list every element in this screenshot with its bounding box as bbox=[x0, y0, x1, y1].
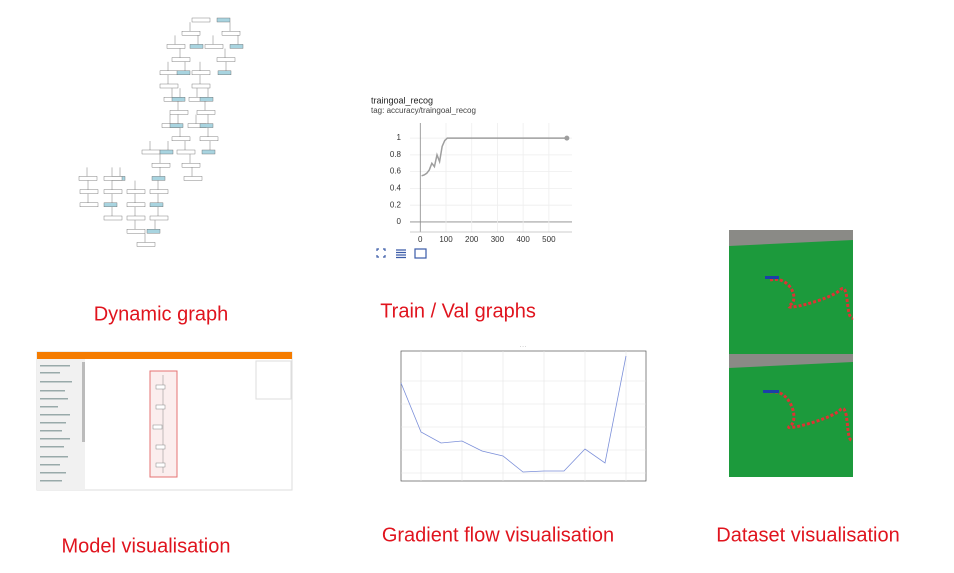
graph-node bbox=[216, 17, 231, 23]
y-tick-label: 0 bbox=[397, 217, 402, 226]
graph-node bbox=[79, 189, 99, 194]
dataset-thumbnail bbox=[729, 230, 855, 477]
graph-node bbox=[199, 136, 219, 142]
graph-node bbox=[217, 70, 232, 76]
graph-node bbox=[126, 215, 146, 221]
graph-node bbox=[204, 44, 224, 49]
graph-node bbox=[151, 176, 166, 181]
graph-node bbox=[171, 57, 191, 62]
graph-node bbox=[191, 17, 211, 23]
graph-node bbox=[103, 215, 123, 221]
graph-node bbox=[146, 228, 161, 234]
x-tick-label: 200 bbox=[465, 235, 479, 244]
graph-node bbox=[159, 149, 174, 155]
graph-node bbox=[191, 83, 211, 89]
data-line bbox=[421, 137, 567, 177]
graph-node bbox=[229, 44, 244, 49]
end-point bbox=[564, 135, 570, 141]
graph-node bbox=[103, 202, 118, 208]
y-tick-label: 0.2 bbox=[390, 200, 402, 209]
fullscreen-icon[interactable] bbox=[376, 248, 386, 258]
y-tick-label: 0.6 bbox=[390, 167, 402, 176]
graph-node bbox=[181, 162, 201, 168]
x-tick-label: 100 bbox=[439, 235, 453, 244]
graph-node bbox=[126, 189, 146, 194]
graph-node bbox=[189, 44, 204, 49]
graph-node bbox=[136, 242, 156, 247]
graph-node bbox=[191, 70, 211, 76]
x-tick-label: 400 bbox=[516, 235, 530, 244]
chart-toolbar bbox=[376, 248, 427, 259]
graph-node bbox=[216, 57, 236, 62]
graph-node bbox=[176, 70, 191, 76]
graph-node bbox=[159, 83, 179, 89]
graph-node bbox=[159, 70, 179, 76]
graph-node bbox=[181, 31, 201, 36]
graph-node bbox=[166, 44, 186, 49]
graph-node bbox=[78, 176, 98, 181]
svg-text:· · ·: · · · bbox=[520, 344, 526, 349]
caption: Dataset visualisation bbox=[716, 524, 899, 546]
gradient-flow-thumbnail: · · · bbox=[400, 344, 647, 482]
graph-node bbox=[176, 149, 196, 155]
x-tick-label: 300 bbox=[491, 235, 505, 244]
graph-node bbox=[171, 136, 191, 142]
caption: Model visualisation bbox=[62, 535, 231, 557]
x-tick-label: 500 bbox=[542, 235, 556, 244]
graph-node bbox=[169, 123, 184, 128]
graph-node bbox=[149, 202, 164, 208]
caption: Dynamic graph bbox=[94, 303, 229, 325]
y-tick-label: 1 bbox=[397, 133, 402, 142]
graph-node bbox=[171, 96, 186, 102]
graph-node bbox=[103, 189, 123, 194]
graph-node bbox=[126, 228, 146, 234]
graph-node bbox=[149, 189, 169, 194]
graph-node bbox=[183, 176, 203, 181]
caption: Gradient flow visualisation bbox=[382, 524, 614, 546]
graph-node bbox=[199, 96, 214, 102]
graph-node bbox=[149, 215, 169, 221]
chart-title: traingoal_recog bbox=[371, 95, 433, 105]
caption: Train / Val graphs bbox=[380, 300, 536, 322]
fit-icon[interactable] bbox=[414, 248, 427, 259]
graph-node bbox=[126, 202, 146, 208]
chart-subtitle: tag: accuracy/traingoal_recog bbox=[371, 106, 476, 115]
x-tick-label: 0 bbox=[418, 235, 423, 244]
graph-node bbox=[103, 176, 123, 181]
model-vis-thumbnail bbox=[36, 351, 293, 491]
graph-node bbox=[201, 149, 216, 155]
graph-node bbox=[199, 123, 214, 128]
graph-node bbox=[151, 162, 171, 168]
graph-node bbox=[169, 110, 189, 115]
graph-node bbox=[221, 31, 241, 36]
dynamic-graph-thumbnail bbox=[78, 17, 244, 247]
graph-node bbox=[141, 149, 161, 155]
y-tick-label: 0.4 bbox=[390, 184, 402, 193]
graph-node bbox=[196, 110, 216, 115]
list-icon[interactable] bbox=[396, 249, 406, 259]
accuracy-chart: 0 0.2 0.4 0.6 0.8 1 0 100 200 300 400 500 bbox=[390, 123, 572, 244]
y-tick-label: 0.8 bbox=[390, 150, 402, 159]
graph-node bbox=[79, 202, 99, 208]
